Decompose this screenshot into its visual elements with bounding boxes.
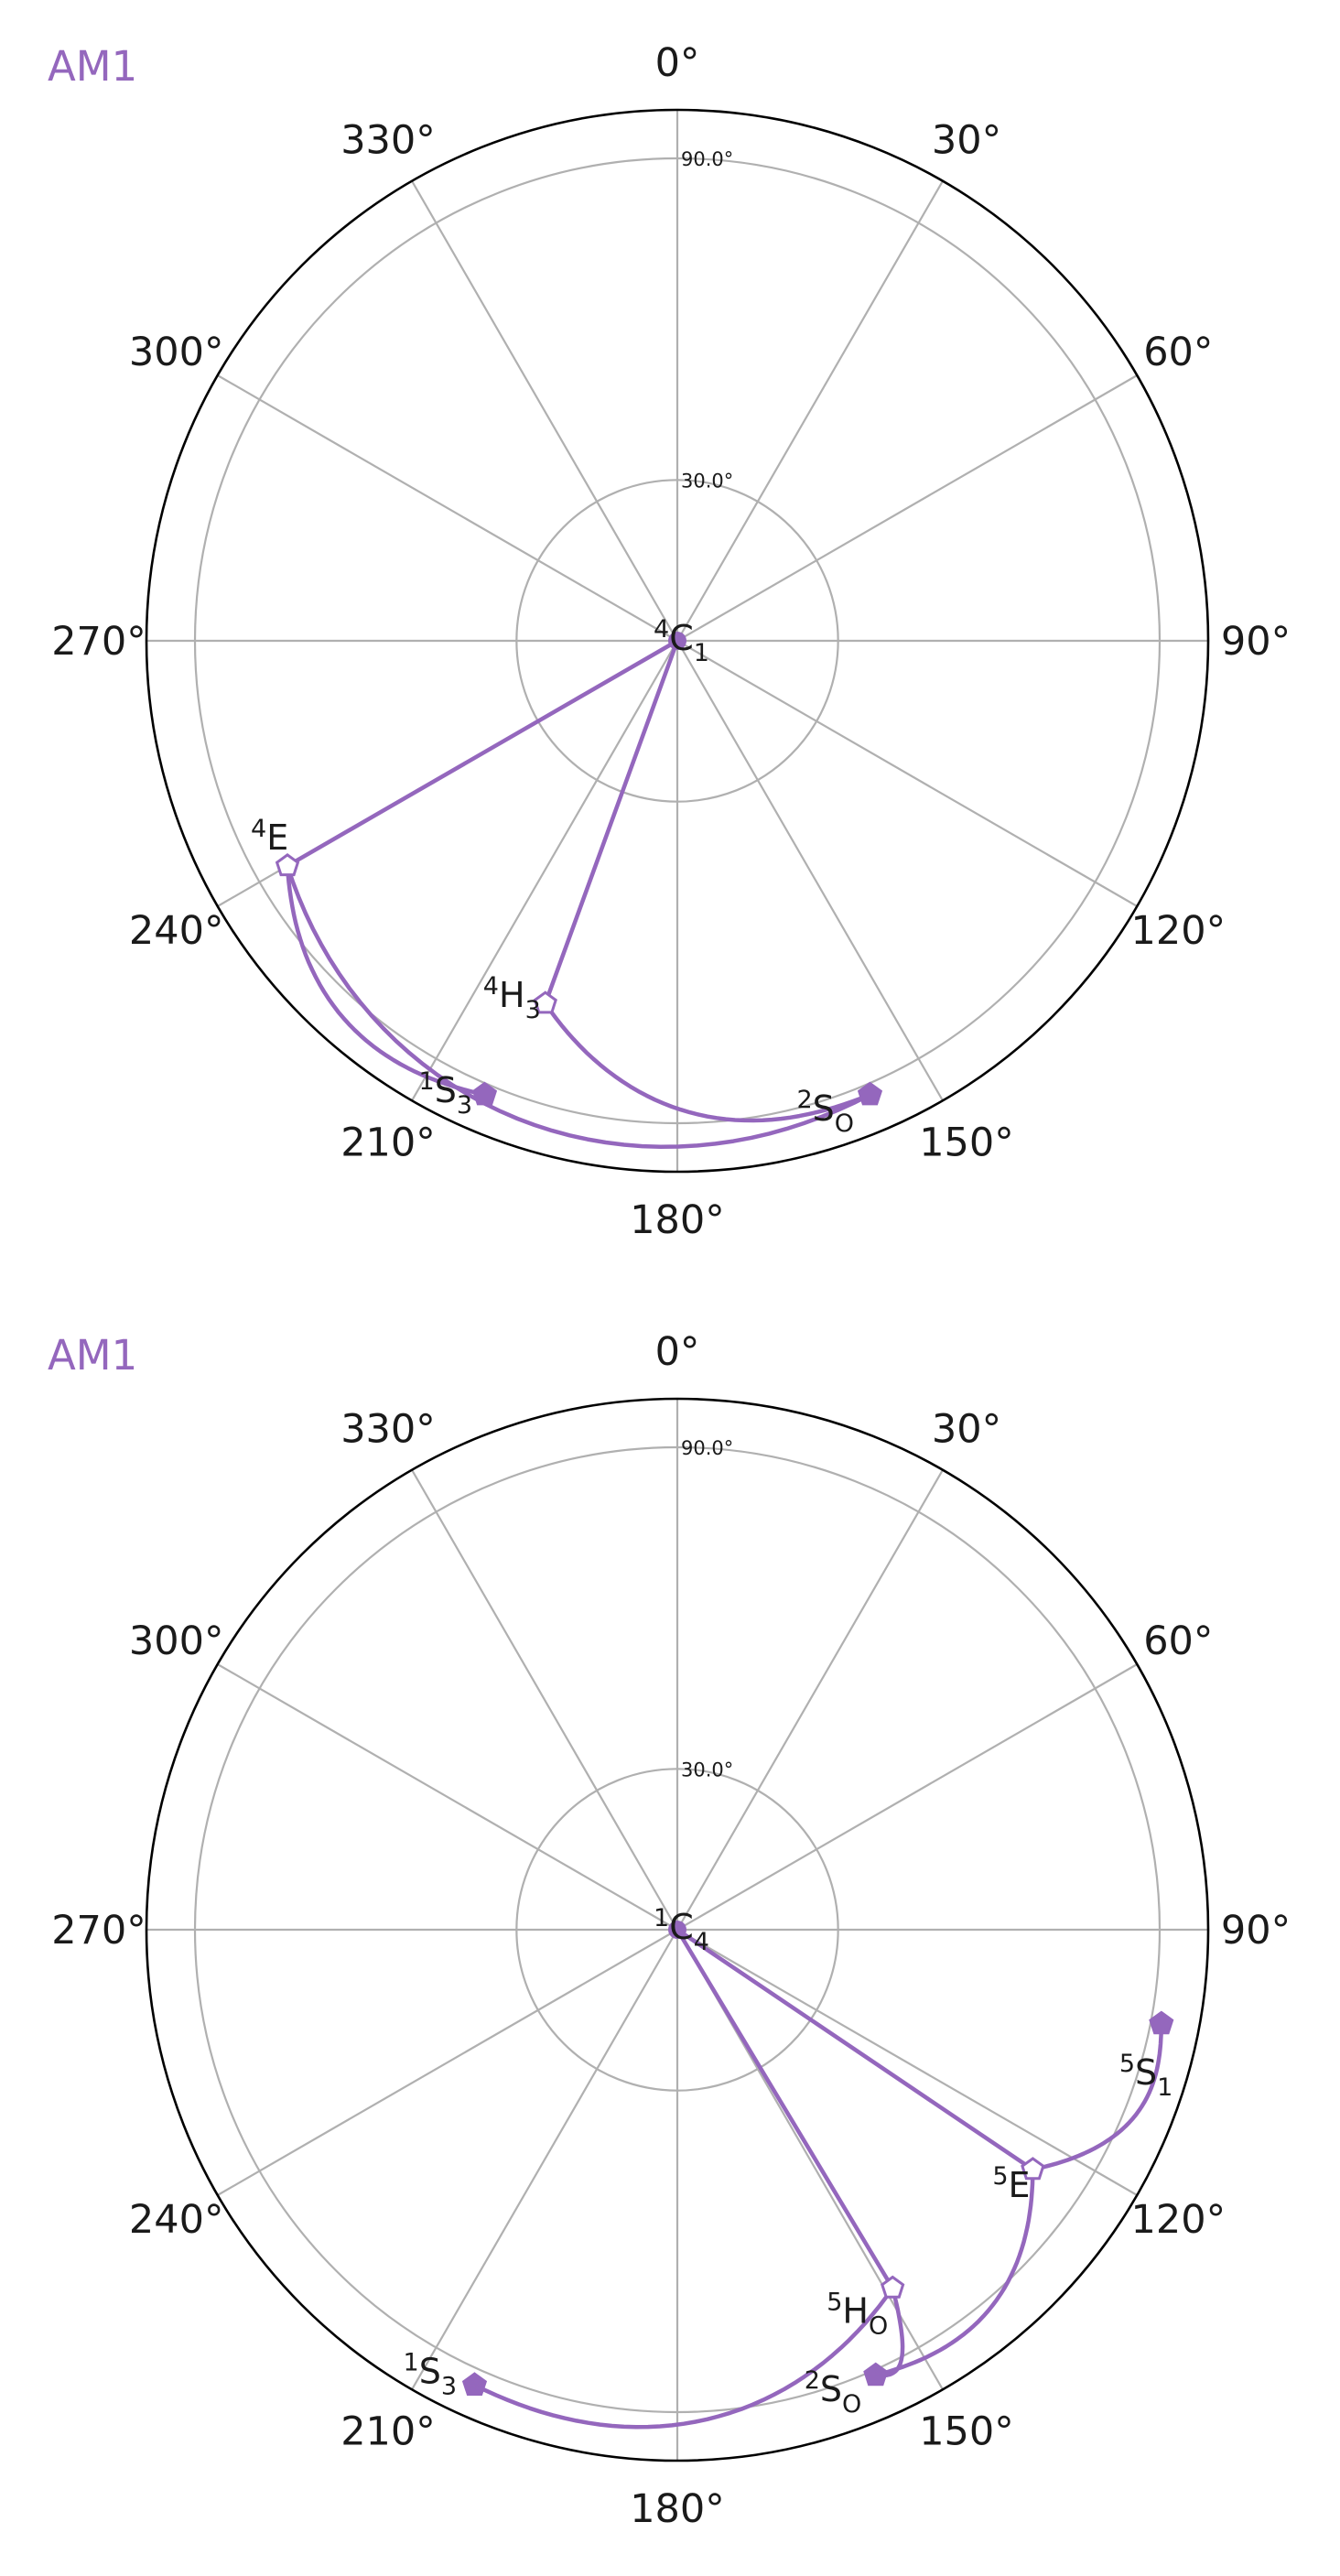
theta-tick-label: 120° <box>1131 2197 1227 2243</box>
theta-tick-label: 0° <box>655 40 700 86</box>
grid-spoke <box>676 374 1138 642</box>
grid-spoke <box>411 640 678 1101</box>
grid-spoke <box>411 1469 678 1931</box>
point-label: 2SO <box>805 2366 862 2419</box>
grid-spoke <box>217 374 678 642</box>
grid-spoke <box>676 640 944 1101</box>
point-marker-filled <box>461 2372 488 2396</box>
theta-tick-label: 300° <box>129 1618 224 1664</box>
theta-tick-label: 240° <box>129 2197 224 2243</box>
polar-frame <box>145 1397 1210 2462</box>
trajectory-line <box>543 1001 872 1123</box>
trajectory-line <box>675 1927 895 2290</box>
point-marker-center <box>668 1921 686 1939</box>
theta-tick-label: 180° <box>630 2486 725 2532</box>
theta-tick-label: 210° <box>340 2408 436 2454</box>
point-marker-open <box>1021 2157 1045 2181</box>
polar-panel-1: AM1 30.0° 90.0° 0° 30° 60° 90° 120° 150° 180° 210°… <box>48 40 1291 1243</box>
trajectory-line <box>543 638 680 1006</box>
theta-tick-label: 120° <box>1131 908 1227 954</box>
point-label: 1S3 <box>419 1067 473 1120</box>
trajectory-line <box>675 1927 1035 2172</box>
r-tick-label: 30.0° <box>681 1759 733 1780</box>
grid-spoke <box>217 1929 678 2196</box>
grid-spoke <box>676 1663 1138 1931</box>
point-label: 5HO <box>827 2288 888 2340</box>
theta-tick-label: 330° <box>340 1407 436 1453</box>
point-label: 1C4 <box>654 1904 709 1956</box>
point-label: 1S3 <box>404 2348 458 2400</box>
r-tick-label: 30.0° <box>681 470 733 492</box>
theta-tick-label: 60° <box>1143 330 1213 375</box>
point-marker-filled <box>471 1081 498 1106</box>
r-tick-label: 90.0° <box>681 1437 733 1459</box>
panel-title: AM1 <box>48 1331 137 1380</box>
theta-tick-label: 150° <box>919 2408 1014 2454</box>
point-marker-open <box>881 2275 905 2299</box>
theta-tick-label: 270° <box>51 1908 146 1954</box>
theta-tick-label: 0° <box>655 1329 700 1375</box>
point-label: 4C1 <box>654 615 709 667</box>
point-label: 4H3 <box>483 972 541 1024</box>
theta-tick-label: 180° <box>630 1197 725 1243</box>
trajectory-line <box>1031 2021 1164 2172</box>
trajectory-line <box>285 863 487 1098</box>
theta-tick-label: 210° <box>340 1120 436 1165</box>
polar-panel-2: AM1 30.0° 90.0° 0° 30° 60° 90° 120° 150° 180° 210°… <box>48 1329 1291 2532</box>
theta-tick-label: 30° <box>932 1407 1001 1453</box>
theta-tick-label: 240° <box>129 908 224 954</box>
theta-tick-label: 60° <box>1143 1618 1213 1664</box>
theta-tick-label: 30° <box>932 118 1001 164</box>
r-tick-label: 90.0° <box>681 148 733 170</box>
theta-tick-label: 300° <box>129 330 224 375</box>
polar-frame <box>145 108 1210 1174</box>
point-label: 2SO <box>796 1086 854 1138</box>
point-label: 5S1 <box>1119 2050 1173 2102</box>
point-label: 4E <box>251 815 288 858</box>
grid-spoke <box>411 1929 678 2390</box>
theta-tick-label: 90° <box>1221 619 1291 665</box>
theta-tick-label: 150° <box>919 1120 1014 1165</box>
point-marker-filled <box>857 1081 883 1106</box>
point-marker-filled <box>1149 2010 1174 2035</box>
trajectory-line <box>285 863 872 1150</box>
panel-title: AM1 <box>48 42 137 91</box>
grid-spoke <box>676 1929 1138 2196</box>
grid-spoke <box>217 1663 678 1931</box>
grid-spoke <box>676 1469 944 1931</box>
grid-spoke <box>676 180 944 642</box>
trajectory-line <box>472 2286 895 2430</box>
point-marker-filled <box>863 2362 889 2387</box>
point-label: 5E <box>992 2162 1030 2205</box>
theta-tick-label: 330° <box>340 118 436 164</box>
theta-tick-label: 90° <box>1221 1908 1291 1954</box>
trajectory-line <box>285 638 680 869</box>
trajectory-line <box>873 2167 1035 2378</box>
grid-spoke <box>676 640 1138 907</box>
theta-tick-label: 270° <box>51 619 146 665</box>
point-marker-open <box>275 853 300 877</box>
point-marker-open <box>533 990 557 1014</box>
grid-spoke <box>411 180 678 642</box>
point-marker-center <box>668 632 686 650</box>
